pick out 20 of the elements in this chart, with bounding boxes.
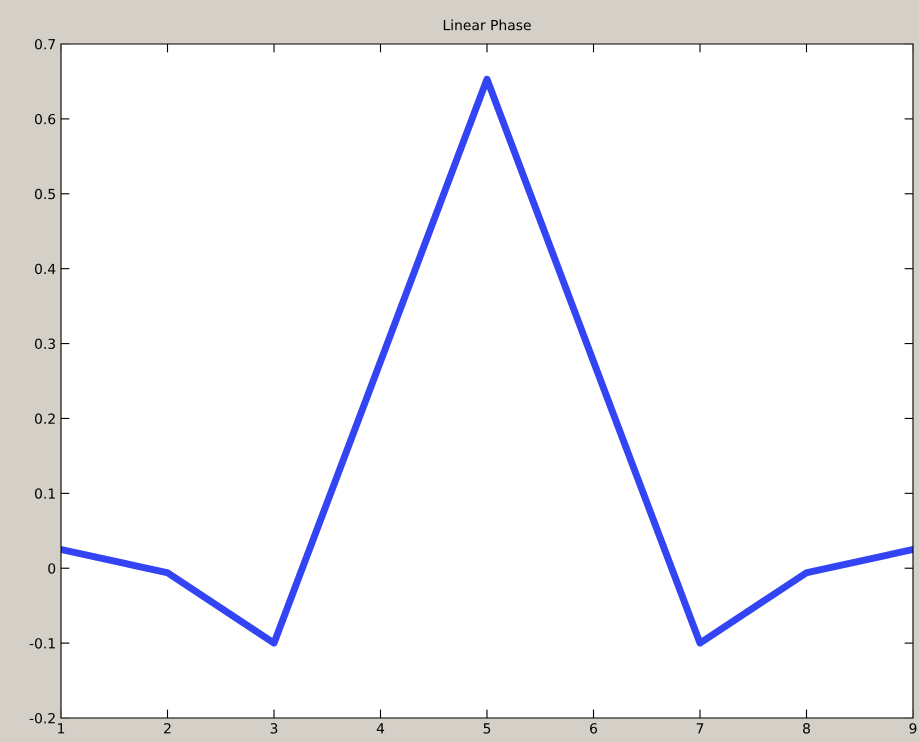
y-tick-label: 0.5	[34, 188, 55, 200]
y-tick-label: -0.1	[30, 638, 55, 649]
y-tick-label: 0.3	[34, 338, 56, 350]
x-tick-label: 2	[164, 723, 171, 734]
x-tick-label: 1	[58, 723, 64, 734]
x-tick-label: 9	[909, 723, 916, 734]
x-tick-label: 6	[590, 723, 598, 734]
y-tick-label: 0.4	[34, 264, 56, 274]
y-tick-label: 0.2	[34, 413, 55, 424]
chart-title: Linear Phase	[444, 20, 531, 30]
x-tick-label: 7	[696, 723, 704, 734]
y-tick-label: -0.2	[30, 712, 55, 724]
x-tick-label: 8	[803, 723, 810, 734]
y-tick-label: 0.1	[34, 488, 55, 499]
y-tick-label: 0	[48, 563, 56, 574]
x-tick-label: 3	[270, 723, 278, 734]
x-tick-label: 5	[484, 723, 490, 734]
y-tick-label: 0.6	[34, 114, 56, 124]
x-tick-label: 4	[376, 723, 384, 734]
y-tick-label: 0.7	[34, 38, 55, 50]
